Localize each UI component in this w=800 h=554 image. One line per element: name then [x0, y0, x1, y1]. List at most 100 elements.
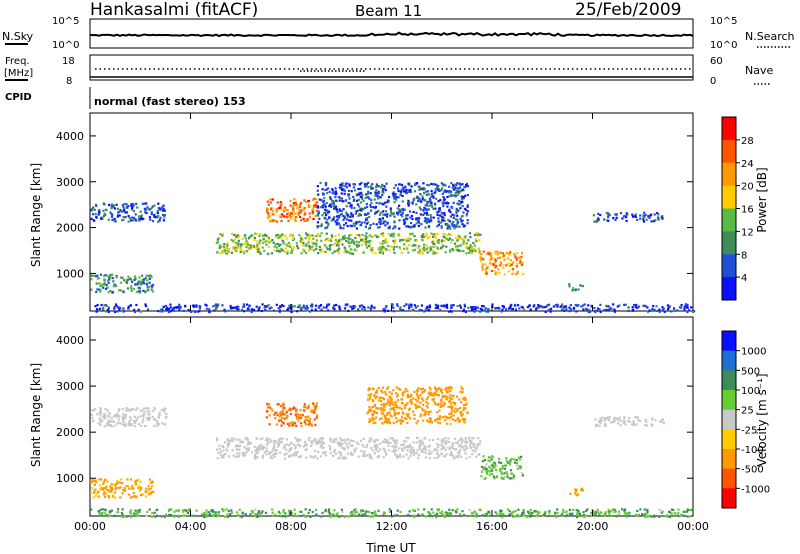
echo-cell — [313, 456, 316, 459]
echo-cell — [284, 512, 287, 515]
echo-cell — [318, 234, 322, 237]
echo-cell — [139, 415, 142, 418]
echo-cell — [396, 514, 399, 517]
echo-cell — [463, 398, 466, 401]
echo-cell — [244, 237, 247, 240]
echo-cell — [165, 308, 168, 311]
echo-cell — [616, 418, 619, 421]
echo-cell — [614, 218, 617, 221]
echo-cell — [139, 310, 142, 313]
echo-cell — [327, 223, 330, 227]
echo-cell — [288, 509, 291, 512]
echo-cell — [219, 251, 223, 255]
echo-cell — [436, 304, 439, 307]
echo-cell — [434, 514, 437, 517]
echo-cell — [508, 253, 512, 256]
echo-cell — [501, 304, 504, 308]
echo-cell — [385, 402, 388, 405]
echo-cell — [112, 424, 115, 428]
echo-cell — [637, 419, 640, 422]
echo-cell — [228, 249, 231, 252]
echo-cell — [625, 216, 628, 219]
echo-cell — [426, 200, 429, 203]
echo-cell — [119, 496, 122, 499]
echo-cell — [373, 394, 376, 397]
echo-cell — [425, 193, 428, 196]
echo-cell — [688, 509, 691, 512]
echo-cell — [222, 246, 226, 249]
echo-cell — [308, 508, 311, 512]
echo-cell — [446, 391, 449, 394]
echo-cell — [137, 478, 140, 481]
echo-cell — [400, 208, 403, 211]
echo-cell — [329, 448, 332, 451]
echo-cell — [331, 252, 334, 255]
echo-cell — [289, 216, 292, 219]
echo-cell — [344, 199, 347, 202]
echo-cell — [627, 419, 630, 423]
echo-cell — [283, 444, 286, 447]
echo-cell — [434, 245, 437, 248]
echo-cell — [652, 305, 655, 308]
echo-cell — [525, 515, 529, 519]
echo-cell — [279, 243, 282, 246]
echo-cell — [270, 207, 273, 210]
echo-cell — [515, 258, 518, 261]
echo-cell — [384, 450, 387, 453]
echo-cell — [336, 218, 339, 221]
echo-cell — [596, 508, 599, 511]
echo-cell — [244, 512, 247, 516]
echo-cell — [610, 421, 613, 424]
echo-cell — [321, 188, 324, 191]
echo-cell — [349, 252, 352, 255]
echo-cell — [435, 512, 439, 515]
echo-cell — [623, 420, 626, 423]
echo-cell — [428, 197, 431, 200]
echo-cell — [368, 418, 371, 421]
echo-cell — [155, 514, 158, 517]
echo-cell — [501, 466, 504, 469]
echo-cell — [244, 242, 247, 245]
echo-cell — [93, 480, 96, 483]
echo-cell — [283, 514, 286, 518]
echo-cell — [427, 193, 431, 196]
echo-cell — [162, 213, 165, 217]
echo-cell — [231, 232, 234, 236]
echo-cell — [383, 403, 386, 406]
echo-cell — [396, 304, 399, 307]
echo-cell — [465, 402, 468, 405]
echo-cell — [455, 211, 458, 214]
echo-cell — [690, 306, 693, 309]
echo-cell — [135, 283, 138, 286]
echo-cell — [522, 272, 525, 276]
echo-cell — [428, 386, 431, 389]
echo-cell — [640, 513, 644, 516]
echo-cell — [661, 418, 665, 421]
echo-cell — [126, 478, 129, 481]
echo-cell — [367, 410, 370, 413]
echo-cell — [502, 512, 505, 515]
echo-cell — [489, 456, 492, 459]
echo-cell — [222, 456, 225, 459]
echo-cell — [103, 480, 106, 483]
echo-cell — [645, 515, 648, 518]
echo-cell — [349, 453, 353, 456]
echo-cell — [446, 227, 449, 230]
echo-cell — [393, 186, 396, 189]
echo-cell — [368, 440, 371, 443]
echo-cell — [390, 212, 393, 216]
echo-cell — [494, 306, 498, 310]
echo-cell — [496, 253, 499, 256]
echo-cell — [293, 508, 296, 511]
echo-cell — [272, 219, 275, 222]
echo-cell — [619, 212, 623, 215]
echo-cell — [339, 226, 342, 230]
echo-cell — [371, 414, 375, 417]
echo-cell — [381, 440, 385, 443]
echo-cell — [362, 199, 365, 202]
echo-cell — [418, 440, 421, 443]
echo-cell — [377, 247, 380, 250]
echo-cell — [430, 201, 433, 204]
echo-cell — [472, 445, 475, 448]
